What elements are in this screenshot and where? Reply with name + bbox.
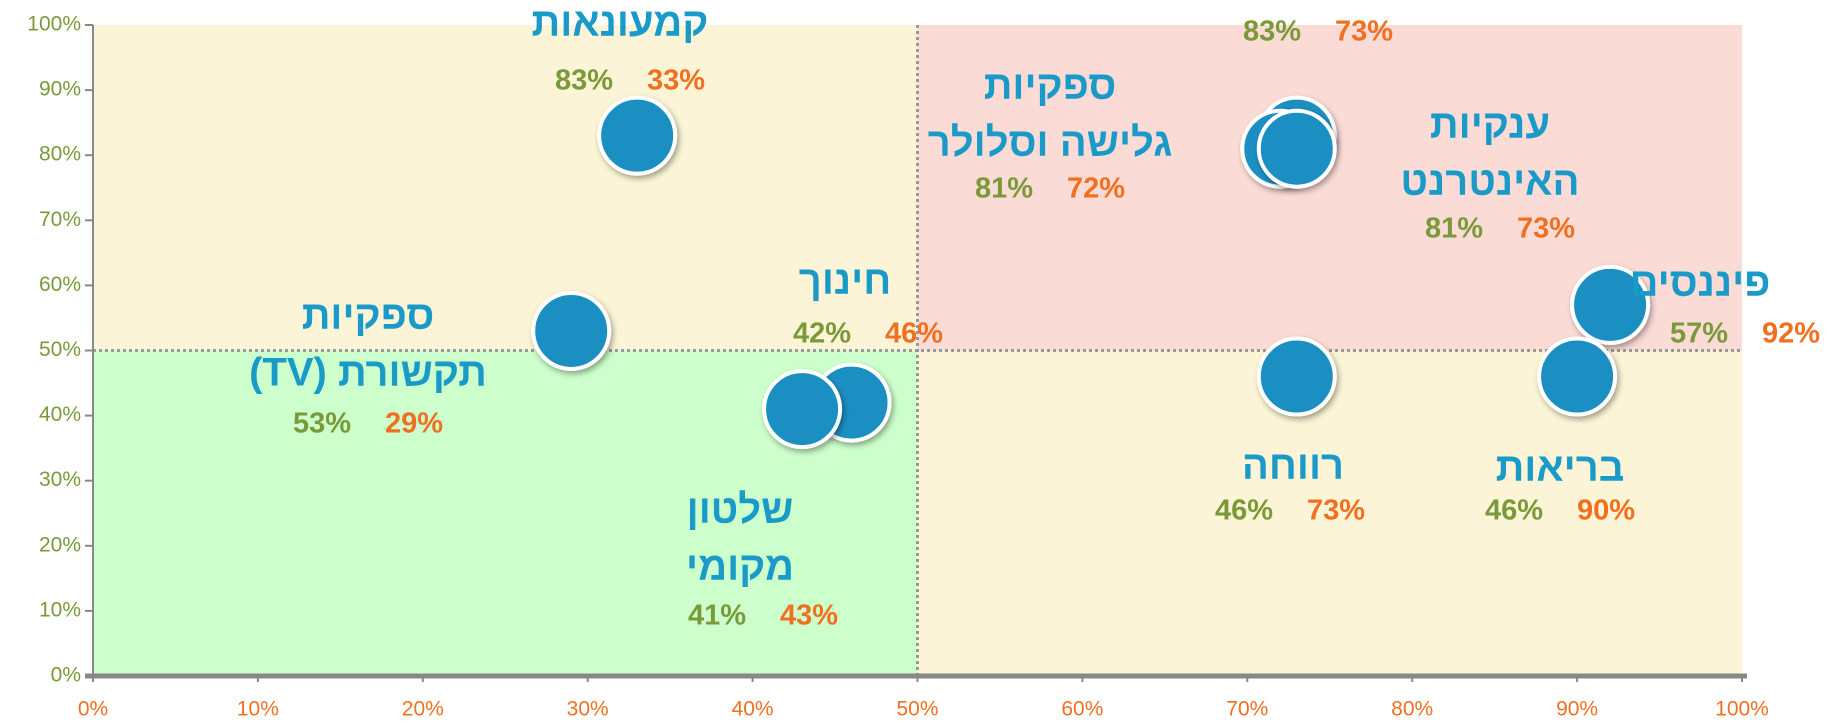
y-tick-label: 10% — [39, 598, 81, 621]
x-tick-label: 40% — [732, 698, 774, 721]
x-tick-label: 30% — [567, 698, 609, 721]
point-icon — [597, 95, 678, 176]
y-value-label: 41% — [688, 600, 746, 632]
y-tick-label: 30% — [39, 468, 81, 491]
x-value-label: 72% — [1067, 173, 1125, 205]
x-value-label: 43% — [780, 600, 838, 632]
x-value-label: 29% — [385, 408, 443, 440]
y-value-label: 83% — [555, 65, 613, 97]
y-value-label: 46% — [1215, 495, 1273, 527]
y-tick-label: 0% — [51, 664, 81, 687]
y-tick-label: 40% — [39, 403, 81, 426]
y-value-label: 83% — [1243, 16, 1301, 48]
y-tick-label: 60% — [39, 273, 81, 296]
y-value-label: 81% — [1425, 213, 1483, 245]
y-tick-label: 50% — [39, 338, 81, 361]
point-title: גלישה וסלולר — [928, 121, 1173, 165]
y-tick-label: 70% — [39, 208, 81, 231]
point-title: רווחה — [1242, 444, 1344, 488]
x-tick-label: 60% — [1061, 698, 1103, 721]
x-tick-label: 50% — [896, 698, 938, 721]
point-title: ספקיות — [302, 294, 435, 338]
x-tick-label: 20% — [402, 698, 444, 721]
point-icon — [531, 290, 612, 371]
point-title: תקשורת (TV) — [249, 351, 487, 395]
point-title: קמעונאות — [532, 1, 709, 45]
x-value-label: 73% — [1307, 495, 1365, 527]
y-tick-label: 80% — [39, 143, 81, 166]
x-tick-label: 80% — [1391, 698, 1433, 721]
point-title: ענקיות — [1430, 103, 1550, 147]
x-value-label: 90% — [1577, 495, 1635, 527]
x-value-label: 92% — [1762, 318, 1820, 350]
y-tick-label: 20% — [39, 533, 81, 556]
y-value-label: 46% — [1485, 495, 1543, 527]
point-icon — [1537, 336, 1618, 417]
y-tick-label: 90% — [39, 78, 81, 101]
x-tick-label: 0% — [78, 698, 108, 721]
y-value-label: 81% — [975, 173, 1033, 205]
point-title: שלטון — [687, 488, 794, 532]
point-title: ספקיות — [984, 64, 1117, 108]
point-title: פיננסים — [1630, 261, 1771, 305]
x-tick-label: 90% — [1556, 698, 1598, 721]
point-title: מקומי — [686, 545, 794, 589]
x-tick-label: 70% — [1226, 698, 1268, 721]
x-tick-label: 100% — [1715, 698, 1769, 721]
point-icon — [1256, 108, 1337, 189]
point-icon — [1570, 264, 1651, 345]
quadrant — [93, 25, 918, 351]
y-value-label: 57% — [1670, 318, 1728, 350]
x-tick-label: 10% — [237, 698, 279, 721]
y-value-label: 42% — [793, 318, 851, 350]
point-title: האינטרנט — [1401, 160, 1580, 204]
y-tick-label: 100% — [27, 13, 81, 36]
x-value-label: 46% — [885, 318, 943, 350]
point-title: חינוך — [799, 259, 891, 303]
point-icon — [762, 369, 843, 450]
x-value-label: 73% — [1335, 16, 1393, 48]
x-value-label: 33% — [647, 65, 705, 97]
x-value-label: 73% — [1517, 213, 1575, 245]
y-value-label: 53% — [293, 408, 351, 440]
point-title: בריאות — [1496, 446, 1625, 490]
point-icon — [1256, 336, 1337, 417]
